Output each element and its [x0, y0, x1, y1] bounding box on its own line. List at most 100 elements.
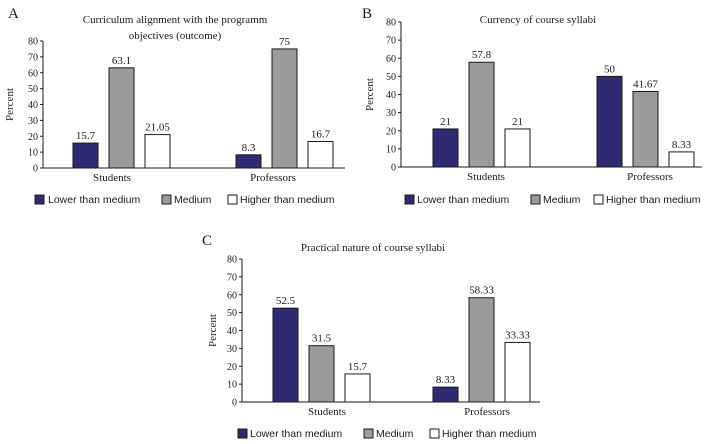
panel-label: B: [362, 6, 372, 22]
bar-medium-professors: [468, 297, 495, 403]
data-label: 58.33: [469, 285, 494, 297]
y-tick-label: 30: [386, 108, 396, 119]
y-tick-label: 70: [28, 52, 38, 63]
data-label: 21: [512, 116, 523, 128]
bar-higher-professors: [307, 140, 334, 169]
data-label: 21.05: [145, 122, 170, 134]
legend-item-lower: Lower than medium: [237, 428, 342, 440]
y-tick-label: 10: [386, 144, 396, 155]
y-tick-label: 80: [386, 18, 396, 29]
legend-swatch: [227, 194, 238, 205]
legend-label: Medium: [543, 194, 581, 206]
bar-medium-students: [108, 67, 135, 169]
bar-lower-professors: [432, 386, 459, 403]
legend-item-lower: Lower than medium: [404, 194, 509, 206]
y-tick-label: 70: [227, 272, 237, 283]
bar-lower-students: [432, 128, 459, 168]
legend: Lower than medium Medium Higher than mediu…: [237, 428, 537, 440]
legend-swatch: [593, 194, 604, 205]
data-label: 50: [604, 63, 616, 75]
bar-higher-professors: [504, 341, 531, 403]
legend-label: Higher than medium: [240, 194, 335, 206]
legend-item-higher: Higher than medium: [593, 194, 701, 206]
panel-label: A: [8, 6, 19, 22]
legend: Lower than medium Medium Higher than mediu…: [404, 194, 701, 206]
legend-swatch: [404, 194, 415, 205]
data-label: 8.33: [672, 139, 692, 151]
x-tick-label: Professors: [250, 172, 296, 184]
y-axis-label: Percent: [207, 314, 219, 347]
y-tick-label: 50: [28, 84, 38, 95]
chart-panel-a: A Curriculum alignment with the programm o…: [4, 6, 345, 206]
chart-panel-c: C Practical nature of course syllabi 0 10 20…: [202, 233, 540, 440]
bar-medium-students: [468, 61, 495, 168]
y-tick-label: 30: [28, 116, 38, 127]
data-label: 15.7: [76, 130, 96, 142]
y-tick-label: 70: [386, 36, 396, 47]
y-tick-label: 60: [28, 68, 38, 79]
legend-swatch: [530, 194, 541, 205]
legend-item-higher: Higher than medium: [429, 428, 537, 440]
bar-medium-professors: [271, 48, 298, 169]
bar-lower-professors: [235, 154, 262, 169]
legend-swatch: [429, 428, 440, 439]
y-tick-label: 40: [227, 326, 237, 337]
chart-title: Practical nature of course syllabi: [301, 242, 445, 254]
bar-medium-students: [308, 345, 335, 403]
y-tick-label: 80: [28, 37, 38, 48]
legend-label: Higher than medium: [606, 194, 701, 206]
y-tick-label: 50: [227, 308, 237, 319]
y-tick-label: 20: [28, 132, 38, 143]
bar-higher-students: [144, 134, 171, 169]
legend-item-lower: Lower than medium: [34, 194, 140, 206]
legend-label: Higher than medium: [442, 428, 537, 440]
y-tick-label: 40: [386, 90, 396, 101]
x-tick-label: Students: [93, 172, 131, 184]
y-tick-label: 50: [386, 72, 396, 83]
y-tick-label: 0: [33, 164, 38, 175]
data-label: 8.33: [436, 374, 456, 386]
legend-label: Lower than medium: [48, 194, 140, 206]
legend-swatch: [363, 428, 374, 439]
panel-label: C: [202, 233, 212, 249]
y-tick-label: 0: [232, 398, 237, 409]
bar-lower-students: [72, 142, 99, 169]
y-tick-label: 60: [386, 54, 396, 65]
data-label: 52.5: [276, 295, 296, 307]
chart-panel-b: B Currency of course syllabi 0 10 20 30 40 50 60…: [362, 6, 702, 206]
data-label: 33.33: [505, 329, 530, 341]
data-label: 75: [279, 36, 291, 48]
y-tick-label: 0: [391, 163, 396, 174]
legend-label: Medium: [376, 428, 414, 440]
bar-higher-professors: [668, 151, 695, 168]
legend-item-medium: Medium: [363, 428, 414, 440]
legend-item-medium: Medium: [161, 194, 212, 206]
data-label: 16.7: [311, 128, 331, 140]
legend-swatch: [237, 428, 248, 439]
x-tick-label: Students: [467, 171, 505, 183]
legend-swatch: [161, 194, 172, 205]
bar-lower-students: [272, 307, 299, 403]
y-axis-label: Percent: [4, 88, 16, 121]
legend-item-higher: Higher than medium: [227, 194, 335, 206]
data-label: 57.8: [472, 49, 492, 61]
data-label: 8.3: [242, 142, 256, 154]
x-tick-label: Students: [308, 406, 346, 418]
legend-label: Lower than medium: [417, 194, 509, 206]
y-tick-label: 40: [28, 100, 38, 111]
x-tick-label: Professors: [464, 406, 510, 418]
bar-medium-professors: [632, 90, 659, 168]
data-label: 21: [440, 116, 451, 128]
bar-higher-students: [344, 373, 371, 403]
y-axis-label: Percent: [364, 78, 376, 111]
y-tick-label: 60: [227, 290, 237, 301]
chart-title: objectives (outcome): [129, 30, 222, 42]
bar-higher-students: [504, 128, 531, 168]
data-label: 63.1: [112, 55, 131, 67]
data-label: 41.67: [633, 78, 658, 90]
bar-lower-professors: [596, 75, 623, 168]
x-tick-label: Professors: [627, 171, 673, 183]
chart-title: Currency of course syllabi: [480, 14, 596, 26]
y-tick-label: 80: [227, 255, 237, 266]
data-label: 31.5: [312, 333, 332, 345]
